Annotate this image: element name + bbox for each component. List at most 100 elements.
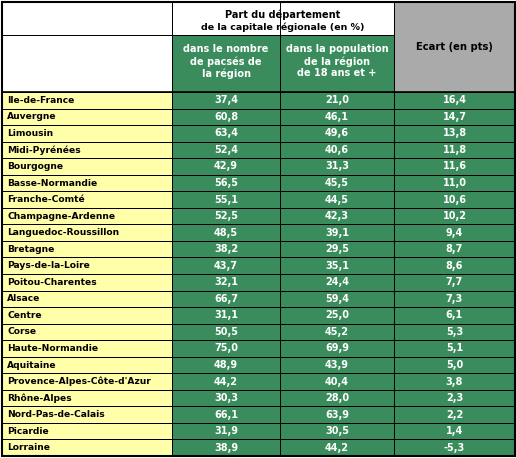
Text: de la région: de la région <box>304 56 370 67</box>
Text: 52,5: 52,5 <box>214 211 238 221</box>
Bar <box>394 307 515 324</box>
Bar <box>394 340 515 357</box>
Text: 25,0: 25,0 <box>325 311 349 320</box>
Bar <box>280 175 394 191</box>
Text: Aquitaine: Aquitaine <box>7 360 57 370</box>
Bar <box>280 423 394 440</box>
Bar <box>2 307 172 324</box>
Bar <box>394 373 515 390</box>
Text: 63,9: 63,9 <box>325 409 349 420</box>
Bar <box>172 440 280 456</box>
Bar <box>172 125 280 142</box>
Text: Poitou-Charentes: Poitou-Charentes <box>7 278 96 287</box>
Bar <box>280 357 394 373</box>
Text: 52,4: 52,4 <box>214 145 238 155</box>
Text: 10,2: 10,2 <box>443 211 466 221</box>
Bar <box>172 142 280 158</box>
Bar <box>394 357 515 373</box>
Text: Centre: Centre <box>7 311 42 320</box>
Text: 56,5: 56,5 <box>214 178 238 188</box>
Bar <box>280 142 394 158</box>
Text: Part du département: Part du département <box>225 9 341 20</box>
Text: 60,8: 60,8 <box>214 112 238 122</box>
Bar <box>280 257 394 274</box>
Text: Limousin: Limousin <box>7 129 53 138</box>
Bar <box>280 208 394 224</box>
Bar <box>2 125 172 142</box>
Text: 5,1: 5,1 <box>446 344 463 354</box>
Text: 5,0: 5,0 <box>446 360 463 370</box>
Text: 31,3: 31,3 <box>325 162 349 171</box>
Bar <box>280 224 394 241</box>
Bar <box>280 274 394 290</box>
Text: 2,3: 2,3 <box>446 393 463 403</box>
Text: la région: la région <box>202 68 250 79</box>
Bar <box>394 390 515 406</box>
Bar <box>2 274 172 290</box>
Text: dans la population: dans la population <box>286 44 389 55</box>
Bar <box>172 406 280 423</box>
Text: 9,4: 9,4 <box>446 228 463 238</box>
Bar <box>2 191 172 208</box>
Bar <box>280 373 394 390</box>
Bar <box>172 191 280 208</box>
Text: 32,1: 32,1 <box>214 277 238 287</box>
Text: 48,5: 48,5 <box>214 228 238 238</box>
Bar <box>172 373 280 390</box>
Text: de 18 ans et +: de 18 ans et + <box>297 69 377 78</box>
Text: 11,6: 11,6 <box>443 162 466 171</box>
Text: 42,9: 42,9 <box>214 162 238 171</box>
Bar <box>280 125 394 142</box>
Bar <box>2 324 172 340</box>
Bar <box>394 440 515 456</box>
Text: 1,4: 1,4 <box>446 426 463 436</box>
Text: 3,8: 3,8 <box>446 376 463 387</box>
Bar <box>2 357 172 373</box>
Text: 46,1: 46,1 <box>325 112 349 122</box>
Bar <box>2 142 172 158</box>
Text: 49,6: 49,6 <box>325 128 349 138</box>
Text: 14,7: 14,7 <box>443 112 466 122</box>
Text: Auvergne: Auvergne <box>7 112 57 121</box>
Bar <box>280 307 394 324</box>
Text: Ile-de-France: Ile-de-France <box>7 96 74 105</box>
Bar <box>2 2 172 35</box>
Bar <box>172 307 280 324</box>
Text: 7,3: 7,3 <box>446 294 463 304</box>
Bar <box>2 92 172 109</box>
Bar <box>2 175 172 191</box>
Text: 44,2: 44,2 <box>214 376 238 387</box>
Text: Bretagne: Bretagne <box>7 245 54 254</box>
Text: Corse: Corse <box>7 327 36 337</box>
Bar <box>2 406 172 423</box>
Text: 31,9: 31,9 <box>214 426 238 436</box>
Text: de pacsés de: de pacsés de <box>190 56 262 67</box>
Bar <box>394 274 515 290</box>
Text: 40,4: 40,4 <box>325 376 349 387</box>
Text: 69,9: 69,9 <box>325 344 349 354</box>
Bar <box>394 2 515 92</box>
Bar <box>2 158 172 175</box>
Bar <box>394 423 515 440</box>
Bar <box>394 241 515 257</box>
Bar <box>280 92 394 109</box>
Text: 35,1: 35,1 <box>325 261 349 271</box>
Bar <box>172 35 280 92</box>
Bar <box>2 340 172 357</box>
Text: 11,8: 11,8 <box>442 145 466 155</box>
Bar <box>394 109 515 125</box>
Text: 44,5: 44,5 <box>325 195 349 205</box>
Text: Haute-Normandie: Haute-Normandie <box>7 344 98 353</box>
Text: 38,9: 38,9 <box>214 443 238 453</box>
Bar <box>2 35 172 92</box>
Bar <box>2 241 172 257</box>
Bar <box>2 208 172 224</box>
Bar <box>280 158 394 175</box>
Text: 66,7: 66,7 <box>214 294 238 304</box>
Bar <box>2 423 172 440</box>
Bar <box>172 92 280 109</box>
Bar <box>280 241 394 257</box>
Text: 75,0: 75,0 <box>214 344 238 354</box>
Text: Languedoc-Roussillon: Languedoc-Roussillon <box>7 228 119 237</box>
Bar <box>394 142 515 158</box>
